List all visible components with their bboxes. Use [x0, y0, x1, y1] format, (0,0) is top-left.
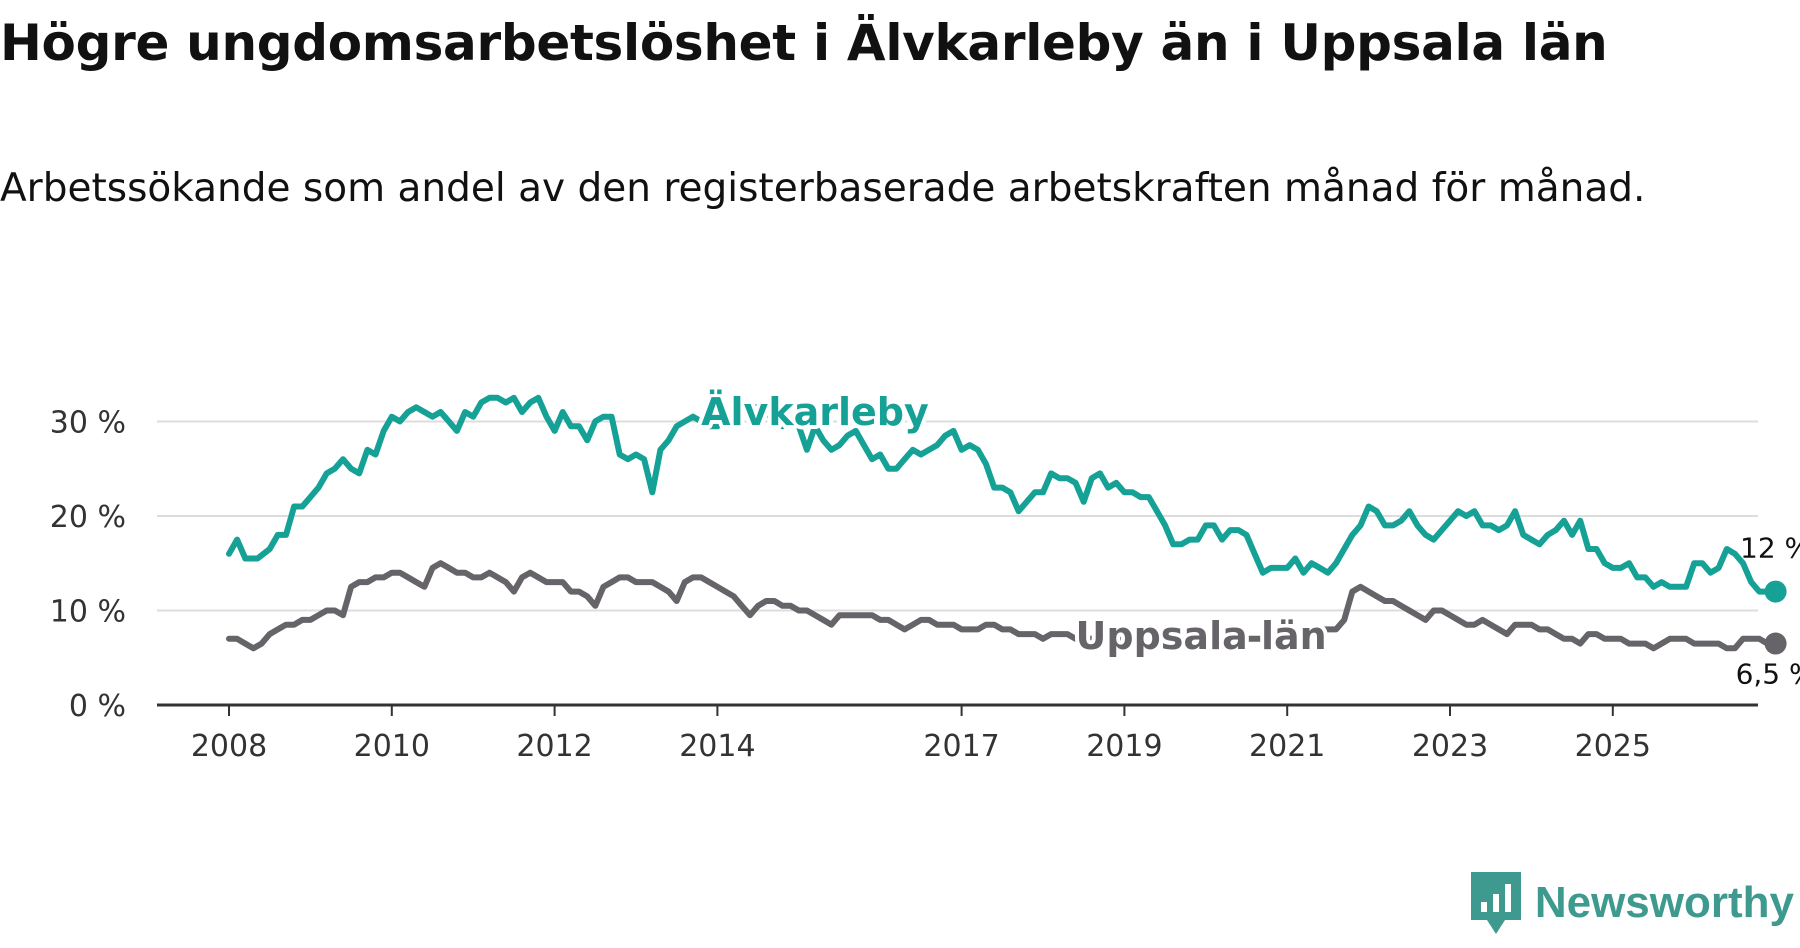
- x-tick-label: 2012: [516, 729, 592, 764]
- x-tick-label: 2021: [1249, 729, 1325, 764]
- chart-title: Högre ungdomsarbetslöshet i Älvkarleby ä…: [0, 14, 1608, 72]
- x-tick-label: 2023: [1412, 729, 1488, 764]
- x-tick-label: 2010: [354, 729, 430, 764]
- series-layer: [226, 394, 1787, 655]
- label-layer: 12 % 6,5 % Älvkarleby Uppsala län: [697, 386, 1800, 691]
- x-tick-label: 2008: [191, 729, 267, 764]
- y-tick-label: 0 %: [69, 689, 126, 724]
- chart-subtitle: Arbetssökande som andel av den registerb…: [0, 166, 1646, 211]
- end-point-uppsala-lan: [1764, 632, 1787, 655]
- series-label-alvkarleby: Älvkarleby: [701, 390, 929, 434]
- y-tick-label: 30 %: [50, 405, 126, 440]
- y-tick-label: 10 %: [50, 594, 126, 629]
- x-axis: 2008 2010 2012 2014 2017 2019 2021 2023 2025: [157, 703, 1758, 764]
- x-tick-label: 2017: [923, 729, 999, 764]
- brand-name: Newsworthy: [1534, 878, 1794, 927]
- x-tick-label: 2025: [1575, 729, 1651, 764]
- x-tick-label: 2019: [1086, 729, 1162, 764]
- series-line-alvkarleby: [226, 394, 1779, 595]
- newsworthy-logo-icon: [1470, 872, 1521, 934]
- end-label-alvkarleby: 12 %: [1740, 532, 1800, 565]
- end-label-uppsala-lan: 6,5 %: [1736, 658, 1800, 691]
- y-tick-label: 20 %: [50, 500, 126, 535]
- brand-logo: Newsworthy: [1470, 872, 1794, 934]
- series-line-uppsala-lan: [226, 560, 1779, 652]
- end-point-alvkarleby: [1764, 580, 1787, 603]
- series-label-uppsala-lan: Uppsala län: [1076, 614, 1327, 658]
- x-tick-label: 2014: [679, 729, 755, 764]
- gridlines: [157, 420, 1758, 612]
- y-axis: 0 % 10 % 20 % 30 %: [50, 405, 126, 724]
